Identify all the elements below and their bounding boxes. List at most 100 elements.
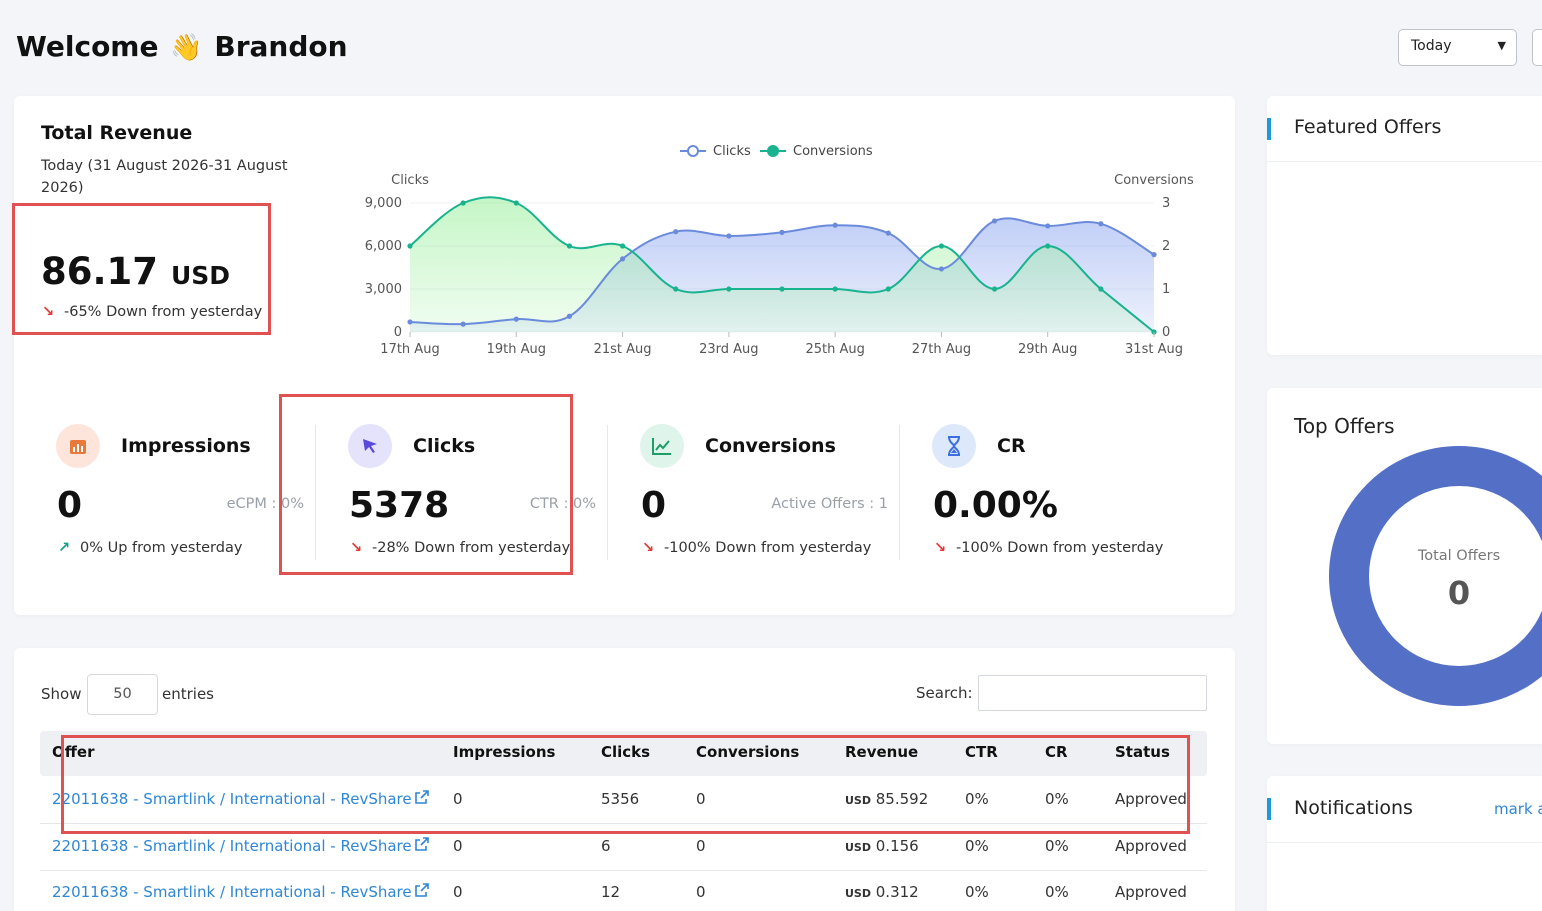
page-length-select[interactable]: 50 bbox=[87, 674, 158, 715]
point-clicks[interactable] bbox=[726, 233, 732, 239]
col-revenue-header[interactable]: Revenue bbox=[845, 743, 919, 761]
point-clicks[interactable] bbox=[673, 229, 679, 235]
hourglass-icon bbox=[932, 424, 976, 468]
revenue-amount: 86.17 bbox=[41, 250, 159, 293]
point-conversions[interactable] bbox=[673, 286, 679, 292]
trend-up-icon: ↗ bbox=[58, 540, 71, 556]
col-ctr-header[interactable]: CTR bbox=[965, 743, 998, 761]
cell-impressions: 0 bbox=[453, 883, 463, 901]
point-conversions[interactable] bbox=[991, 286, 998, 292]
point-conversions[interactable] bbox=[619, 243, 626, 249]
legend-item-conversions[interactable]: Conversions bbox=[760, 144, 873, 159]
point-clicks[interactable] bbox=[991, 218, 998, 224]
y-left-tick-label: 9,000 bbox=[365, 196, 402, 211]
point-conversions[interactable] bbox=[407, 243, 413, 249]
chevron-down-icon: ▼ bbox=[1497, 39, 1506, 52]
cell-ctr: 0% bbox=[965, 883, 989, 901]
revenue-date-range: Today (31 August 2026-31 August 2026) bbox=[41, 158, 288, 196]
search-input[interactable] bbox=[978, 675, 1207, 711]
point-conversions[interactable] bbox=[513, 200, 519, 206]
offer-link[interactable]: 22011638 - Smartlink / International - R… bbox=[52, 790, 412, 808]
point-conversions[interactable] bbox=[1045, 243, 1051, 249]
point-clicks[interactable] bbox=[1098, 221, 1104, 227]
point-conversions[interactable] bbox=[832, 286, 838, 292]
cell-clicks: 5356 bbox=[601, 790, 640, 808]
point-clicks[interactable] bbox=[938, 266, 945, 272]
trend-down-icon: ↘ bbox=[42, 304, 55, 320]
point-clicks[interactable] bbox=[619, 256, 626, 262]
notifications-accent bbox=[1267, 798, 1271, 820]
x-tick-label: 25th Aug bbox=[805, 342, 864, 357]
external-link-icon[interactable] bbox=[414, 789, 430, 805]
stat-value: 0.00% bbox=[933, 485, 1058, 526]
trend-down-icon: ↘ bbox=[934, 540, 947, 556]
col-status-header[interactable]: Status bbox=[1115, 743, 1170, 761]
x-tick-label: 31st Aug bbox=[1125, 342, 1183, 357]
point-clicks[interactable] bbox=[460, 321, 466, 327]
mark-all-read-link[interactable]: mark all as read bbox=[1494, 800, 1542, 818]
y-right-tick-label: 3 bbox=[1162, 196, 1170, 211]
line-conversions bbox=[409, 196, 1155, 333]
revenue-value: 86.17 USD bbox=[41, 250, 230, 293]
col-impressions-header[interactable]: Impressions bbox=[453, 743, 556, 761]
legend-item-clicks[interactable]: Clicks bbox=[680, 144, 751, 159]
date-filter-select[interactable]: Today ▼ bbox=[1398, 29, 1517, 66]
offer-link[interactable]: 22011638 - Smartlink / International - R… bbox=[52, 837, 412, 855]
featured-offers-title: Featured Offers bbox=[1294, 116, 1442, 138]
x-tick-label: 21st Aug bbox=[594, 342, 652, 357]
stat-trend: ↘ -100% Down from yesterday bbox=[934, 540, 1163, 556]
point-conversions[interactable] bbox=[779, 286, 785, 292]
cell-cr: 0% bbox=[1045, 883, 1069, 901]
entries-label: entries bbox=[162, 685, 214, 703]
notifications-divider bbox=[1267, 842, 1542, 843]
legend-label-conversions: Conversions bbox=[793, 144, 873, 159]
y-left-tick-label: 6,000 bbox=[365, 239, 402, 254]
stat-title: Impressions bbox=[121, 435, 251, 457]
donut-ring bbox=[1329, 446, 1542, 706]
area-conversions bbox=[410, 197, 1154, 332]
external-link-icon[interactable] bbox=[414, 836, 430, 852]
point-clicks[interactable] bbox=[1151, 252, 1157, 258]
stat-value: 5378 bbox=[349, 485, 450, 526]
point-conversions[interactable] bbox=[460, 200, 466, 206]
highlight-box-table-row bbox=[61, 735, 1190, 834]
highlight-box-clicks bbox=[279, 394, 573, 575]
point-conversions[interactable] bbox=[726, 286, 732, 292]
stat-trend-text: -100% Down from yesterday bbox=[956, 540, 1164, 556]
point-clicks[interactable] bbox=[566, 313, 573, 319]
col-conversions-header[interactable]: Conversions bbox=[696, 743, 800, 761]
cell-clicks: 12 bbox=[601, 883, 621, 901]
date-filter-value: Today bbox=[1411, 38, 1452, 54]
cell-revenue: USD 0.312 bbox=[845, 883, 919, 901]
point-conversions[interactable] bbox=[1098, 286, 1104, 292]
search-label: Search: bbox=[916, 684, 973, 702]
y-axis-left-label: Clicks bbox=[391, 173, 429, 188]
point-clicks[interactable] bbox=[832, 222, 838, 228]
x-tick-label: 27th Aug bbox=[912, 342, 971, 357]
point-conversions[interactable] bbox=[938, 243, 945, 249]
stat-trend: ↘ -28% Down from yesterday bbox=[350, 540, 570, 556]
show-label: Show bbox=[41, 685, 82, 703]
stat-title: Clicks bbox=[413, 435, 476, 457]
cell-clicks: 6 bbox=[601, 837, 611, 855]
welcome-heading: Welcome 👋 Brandon bbox=[16, 30, 348, 63]
offer-link[interactable]: 22011638 - Smartlink / International - R… bbox=[52, 883, 412, 901]
point-clicks[interactable] bbox=[1045, 223, 1051, 229]
cell-conversions: 0 bbox=[696, 837, 706, 855]
point-conversions[interactable] bbox=[566, 243, 573, 249]
col-clicks-header[interactable]: Clicks bbox=[601, 743, 651, 761]
point-clicks[interactable] bbox=[513, 316, 519, 322]
bar-chart-icon bbox=[56, 424, 100, 468]
cell-conversions: 0 bbox=[696, 883, 706, 901]
col-cr-header[interactable]: CR bbox=[1045, 743, 1068, 761]
stat-trend: ↘ -100% Down from yesterday bbox=[642, 540, 871, 556]
point-clicks[interactable] bbox=[885, 230, 891, 236]
point-conversions[interactable] bbox=[1151, 329, 1157, 335]
y-left-tick-label: 0 bbox=[394, 325, 402, 340]
point-clicks[interactable] bbox=[779, 229, 785, 235]
point-conversions[interactable] bbox=[885, 286, 891, 292]
header-extra-button[interactable] bbox=[1532, 29, 1542, 66]
chart-areas bbox=[410, 197, 1154, 332]
point-clicks[interactable] bbox=[407, 319, 413, 325]
external-link-icon[interactable] bbox=[414, 882, 430, 898]
